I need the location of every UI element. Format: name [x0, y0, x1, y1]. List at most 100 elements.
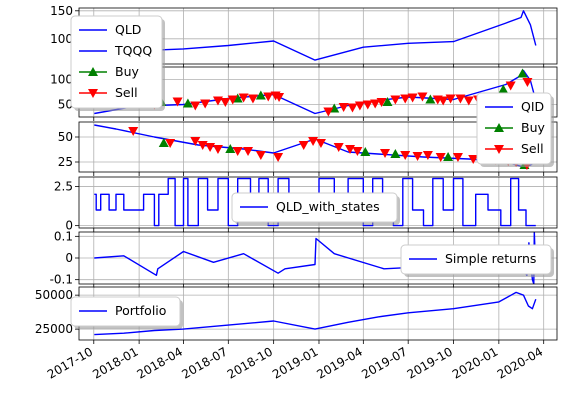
sell-marker [298, 141, 309, 150]
sell-marker [522, 78, 533, 87]
buy-marker [88, 67, 98, 76]
y-tick-label: 0 [65, 251, 73, 265]
buy-marker [360, 147, 371, 156]
sell-marker [380, 149, 391, 158]
x-tick-label: 2017-10 [45, 344, 95, 381]
sell-marker [352, 147, 363, 156]
sell-marker [438, 96, 449, 106]
sell-marker [345, 145, 356, 154]
legend-label: QLD_with_states [276, 199, 380, 214]
sell-marker [308, 137, 319, 146]
subplot-6: 25000 50000 [35, 286, 558, 344]
sell-marker [88, 89, 98, 98]
plot-area [94, 291, 537, 336]
y-tick-label: 50 [58, 130, 73, 144]
sell-marker [205, 143, 216, 152]
sell-marker [435, 153, 446, 162]
y-tick-label: 0.1 [54, 229, 73, 243]
legend-label: Sell [115, 85, 138, 100]
sell-marker [247, 94, 258, 104]
sell-marker [422, 151, 433, 160]
sell-marker [220, 98, 231, 107]
legend-label: Simple returns [445, 251, 536, 266]
legend-label: Portfolio [115, 303, 166, 318]
sell-marker [255, 151, 266, 160]
sell-marker [347, 103, 358, 113]
buy-marker [382, 97, 393, 106]
legend-box [231, 192, 398, 223]
sell-marker [190, 137, 201, 146]
sell-marker [417, 92, 428, 102]
sell-marker [212, 145, 223, 154]
sell-marker [197, 141, 208, 150]
y-tick-label: 25 [58, 155, 73, 169]
sell-marker [400, 151, 411, 160]
buy-marker [158, 138, 169, 147]
x-tick-label: 2018-04 [135, 344, 185, 381]
legend-label: QID [521, 99, 544, 114]
sell-marker [190, 101, 201, 111]
buy-marker [517, 68, 528, 78]
y-tick-label: 100 [50, 73, 73, 87]
plot-area [94, 10, 537, 61]
x-tick-label: 2020-04 [495, 344, 545, 381]
buy-marker [498, 84, 509, 94]
y-tick-label: 150 [50, 4, 73, 18]
sell-marker [274, 93, 285, 102]
legend-label: Sell [521, 141, 544, 156]
sell-marker [494, 145, 504, 154]
sell-marker [315, 139, 326, 148]
legend-box [70, 15, 163, 109]
legend-box [400, 244, 552, 275]
y-tick-label: 0 [65, 219, 73, 233]
sell-marker [243, 147, 254, 156]
sell-marker [412, 152, 423, 161]
sell-marker [390, 95, 401, 105]
legend: Simple returns [400, 244, 554, 277]
x-tick-label: 2018-01 [90, 344, 140, 381]
legend-box [70, 296, 181, 327]
sell-marker [455, 94, 466, 104]
buy-marker [425, 94, 436, 104]
buy-marker [255, 90, 266, 100]
buy-marker [443, 152, 454, 161]
legend-label: Buy [115, 64, 139, 79]
legend: QLD_with_states [231, 192, 400, 225]
sell-marker [212, 96, 223, 106]
x-tick-label: 2018-10 [225, 344, 275, 381]
y-tick-label: 25000 [35, 322, 73, 336]
buy-marker [232, 93, 243, 103]
sell-marker [338, 103, 349, 112]
sell-marker [172, 97, 183, 107]
sell-marker [232, 147, 243, 156]
x-tick-label: 2019-10 [405, 344, 455, 381]
legend: QLD TQQQ Buy Sell [70, 15, 165, 111]
x-tick-label: 2018-07 [179, 344, 229, 381]
sell-marker [407, 93, 418, 103]
y-tick-label: -0.1 [50, 273, 73, 287]
x-tick-label: 2019-01 [270, 344, 320, 381]
axes-frame [78, 121, 558, 173]
y-tick-label: 50 [58, 98, 73, 112]
sell-marker [165, 139, 176, 148]
sell-marker [354, 101, 365, 111]
legend-label: TQQQ [114, 43, 152, 58]
sell-marker [452, 153, 463, 162]
y-tick-label: 50000 [35, 288, 73, 302]
x-tick-label: 2020-01 [450, 344, 500, 381]
x-tick-label: 2019-07 [359, 344, 409, 381]
sell-marker [505, 81, 516, 91]
sell-marker [323, 107, 334, 117]
buy-marker [494, 123, 504, 132]
sell-marker [370, 99, 381, 109]
axes-frame [78, 176, 558, 229]
sell-marker [362, 100, 373, 110]
sell-marker [468, 155, 479, 164]
sell-marker [238, 93, 249, 103]
sell-marker [128, 127, 139, 136]
buy-marker [182, 98, 193, 108]
series-line [94, 291, 537, 336]
sell-marker [463, 96, 474, 106]
sell-marker [263, 92, 274, 102]
